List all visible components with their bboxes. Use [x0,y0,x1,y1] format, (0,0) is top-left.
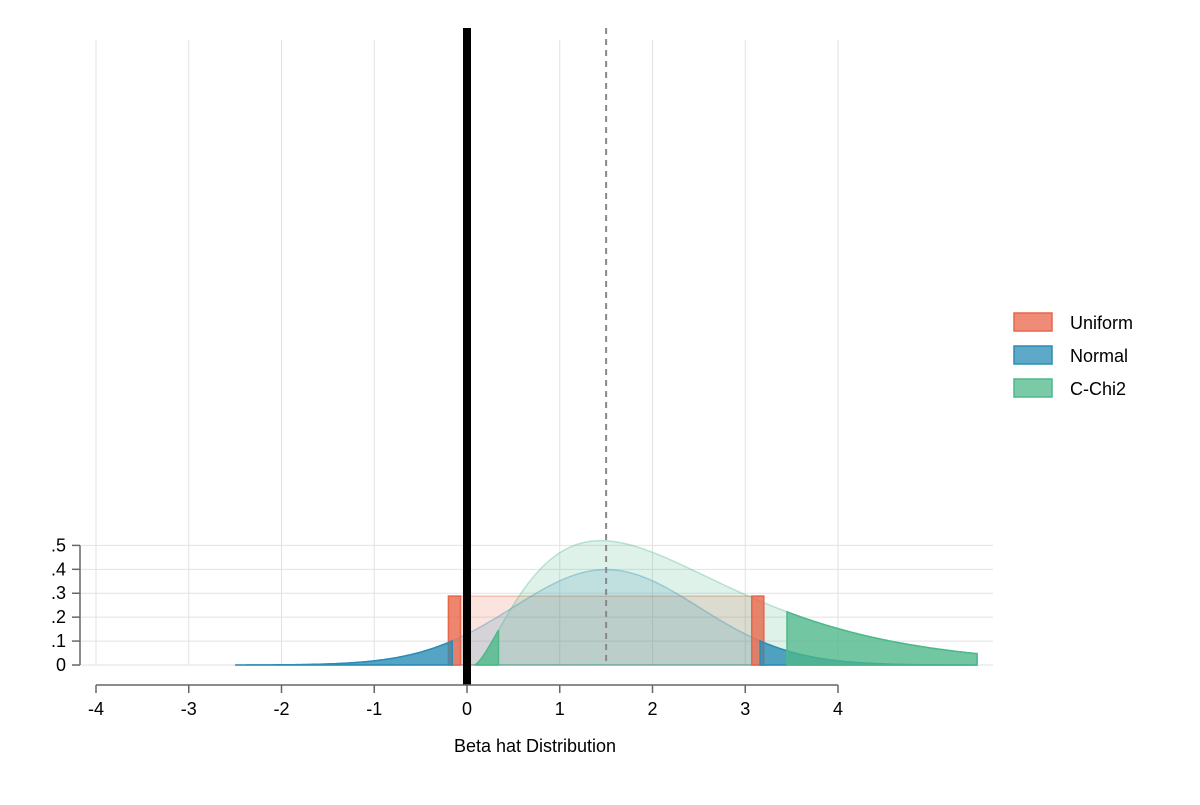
x-tick-label: 2 [647,699,657,719]
legend-swatch-c-chi2 [1013,378,1053,398]
y-tick-label: .1 [51,631,66,651]
legend-swatch-normal [1013,345,1053,365]
legend-label-c-chi2: C-Chi2 [1070,379,1126,399]
legend-label-normal: Normal [1070,346,1128,366]
c-chi2-tail-area [474,629,500,666]
x-axis-title: Beta hat Distribution [454,736,616,756]
c-chi2-tail-area [786,610,978,666]
x-tick-label: 4 [833,699,843,719]
reference-lines [463,28,608,685]
legend-label-uniform: Uniform [1070,313,1133,333]
y-tick-label: .4 [51,559,66,579]
legend-swatch-uniform [1013,312,1053,332]
y-tick-label: .3 [51,583,66,603]
legend: Uniform Normal C-Chi2 [1013,312,1133,399]
y-tick-label: 0 [56,655,66,675]
normal-tail-area [235,639,453,666]
x-tick-label: -2 [273,699,289,719]
y-tick-label: .5 [51,535,66,555]
x-tick-label: -1 [366,699,382,719]
x-tick-label: 1 [555,699,565,719]
x-tick-label: 3 [740,699,750,719]
axes: 0 .1 .2 .3 .4 .5 -4 -3 -2 -1 0 1 2 3 4 [51,535,843,719]
grid [80,40,993,666]
density-areas [235,539,978,666]
y-tick-label: .2 [51,607,66,627]
x-tick-label: 0 [462,699,472,719]
x-tick-label: -3 [181,699,197,719]
x-tick-label: -4 [88,699,104,719]
